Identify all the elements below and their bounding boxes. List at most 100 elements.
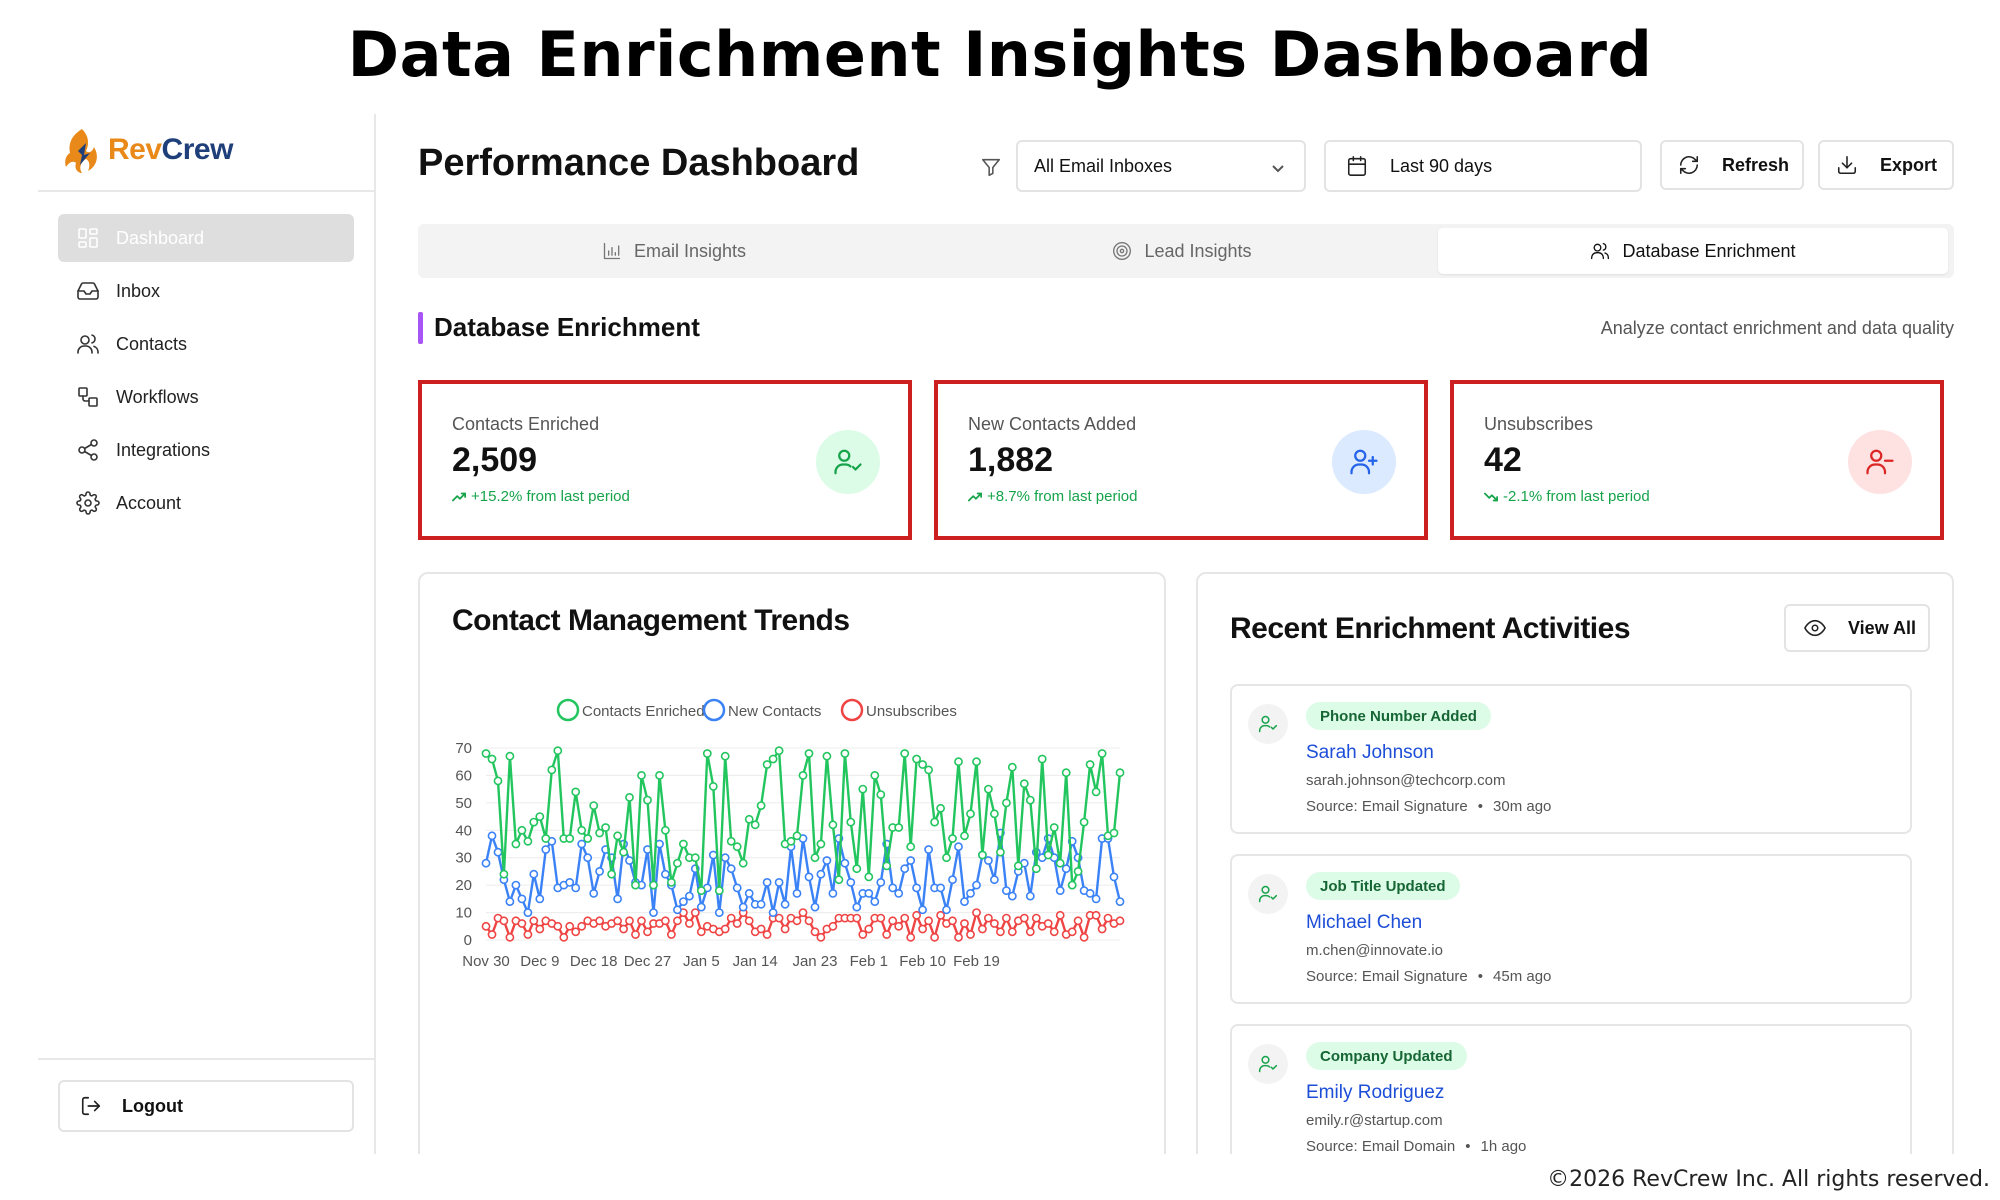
date-range-picker[interactable]: Last 90 days xyxy=(1324,140,1642,192)
y-tick-label: 50 xyxy=(455,795,472,812)
data-point xyxy=(738,858,748,868)
x-tick-label: Dec 18 xyxy=(570,953,618,970)
stat-trend: -2.1% from last period xyxy=(1484,488,1940,505)
tab-database-enrichment[interactable]: Database Enrichment xyxy=(1438,228,1948,274)
data-point xyxy=(1115,916,1125,926)
view-all-button[interactable]: View All xyxy=(1784,604,1930,652)
x-tick-label: Feb 19 xyxy=(953,953,1000,970)
data-point xyxy=(643,927,652,937)
activity-contact-name[interactable]: Emily Rodriguez xyxy=(1306,1082,1445,1103)
data-point xyxy=(792,916,802,926)
data-point xyxy=(1055,886,1065,895)
view-all-label: View All xyxy=(1848,617,1917,638)
section-accent-bar xyxy=(418,312,423,344)
activity-time: 45m ago xyxy=(1493,968,1552,985)
data-point xyxy=(660,869,670,879)
data-point xyxy=(720,853,730,863)
data-point xyxy=(774,913,784,923)
data-point xyxy=(1007,762,1017,772)
data-point xyxy=(583,853,593,863)
activity-avatar xyxy=(1248,704,1288,744)
sidebar-item-dashboard[interactable]: Dashboard xyxy=(58,214,354,262)
data-point xyxy=(942,905,951,915)
data-point xyxy=(774,877,784,887)
data-point xyxy=(547,765,557,775)
data-point xyxy=(954,932,963,942)
activity-contact-name[interactable]: Michael Chen xyxy=(1306,912,1423,933)
sidebar-item-integrations[interactable]: Integrations xyxy=(58,426,354,474)
data-point xyxy=(505,897,515,906)
data-point xyxy=(589,888,599,898)
activity-badge: Company Updated xyxy=(1306,1042,1467,1070)
data-point xyxy=(942,853,951,863)
sidebar-item-workflows[interactable]: Workflows xyxy=(58,373,354,421)
refresh-button[interactable]: Refresh xyxy=(1660,140,1804,190)
activity-contact-name[interactable]: Sarah Johnson xyxy=(1306,742,1434,763)
data-point xyxy=(912,910,921,920)
contacts-icon xyxy=(77,334,99,354)
data-point xyxy=(1055,910,1065,920)
filter-icon[interactable] xyxy=(980,156,1002,178)
legend-label: Contacts Enriched xyxy=(582,703,705,720)
data-point xyxy=(990,875,999,885)
sidebar-item-contacts[interactable]: Contacts xyxy=(58,320,354,368)
data-point xyxy=(625,916,634,926)
activity-item[interactable]: Company Updated Emily Rodriguez emily.r@… xyxy=(1230,1024,1912,1154)
stat-trend-text: +8.7% from last period xyxy=(987,488,1138,505)
activity-contact-email: sarah.johnson@techcorp.com xyxy=(1306,772,1506,789)
activity-item[interactable]: Job Title Updated Michael Chen m.chen@in… xyxy=(1230,854,1912,1004)
activity-meta: Source: Email Domain • 1h ago xyxy=(1306,1138,1526,1154)
tab-email-insights[interactable]: Email Insights xyxy=(422,228,926,274)
logo-text-rev: Rev xyxy=(108,133,162,166)
export-label: Export xyxy=(1880,154,1938,175)
data-point xyxy=(804,916,814,926)
download-icon xyxy=(1837,155,1857,175)
logout-icon xyxy=(81,1096,101,1116)
sidebar-item-inbox[interactable]: Inbox xyxy=(58,267,354,315)
logo[interactable]: RevCrew xyxy=(60,122,233,178)
banner-title: Data Enrichment Insights Dashboard xyxy=(347,18,1653,91)
sidebar-item-account[interactable]: Account xyxy=(58,479,354,527)
data-point xyxy=(936,803,945,813)
stat-trend: +15.2% from last period xyxy=(452,488,908,505)
stat-trend: +8.7% from last period xyxy=(968,488,1424,505)
tab-lead-insights[interactable]: Lead Insights xyxy=(930,228,1434,274)
data-point xyxy=(930,817,939,827)
data-point xyxy=(894,921,904,931)
sidebar-item-label: Inbox xyxy=(116,280,161,301)
data-point xyxy=(487,930,497,939)
data-point xyxy=(672,858,682,868)
data-point xyxy=(637,916,646,926)
user-plus-icon xyxy=(1350,449,1378,475)
data-point xyxy=(487,754,497,764)
data-point xyxy=(1019,913,1029,923)
inbox-select[interactable]: All Email Inboxes xyxy=(1016,140,1306,192)
y-tick-label: 70 xyxy=(455,740,472,757)
logout-label: Logout xyxy=(122,1095,183,1116)
legend-label: Unsubscribes xyxy=(866,703,957,720)
export-button[interactable]: Export xyxy=(1818,140,1954,190)
activities-card-title: Recent Enrichment Activities xyxy=(1230,612,1631,645)
data-point xyxy=(1007,891,1017,901)
data-point xyxy=(960,897,969,906)
data-point xyxy=(595,866,604,876)
data-point xyxy=(906,842,916,852)
legend-label: New Contacts xyxy=(728,703,821,720)
page-title: Performance Dashboard xyxy=(418,142,860,184)
activity-item[interactable]: Phone Number Added Sarah Johnson sarah.j… xyxy=(1230,684,1912,834)
tab-label: Database Enrichment xyxy=(1622,240,1796,261)
data-point xyxy=(535,924,545,934)
data-point xyxy=(565,834,575,843)
data-point xyxy=(493,776,503,786)
data-point xyxy=(517,894,527,904)
logout-button[interactable]: Logout xyxy=(58,1080,354,1132)
data-point xyxy=(577,921,587,931)
data-point xyxy=(918,905,927,915)
activity-time: 30m ago xyxy=(1493,798,1552,815)
app-window: RevCrew Dashboard Inbox Contacts Workflo… xyxy=(38,114,1974,1154)
stat-label: New Contacts Added xyxy=(968,414,1137,434)
data-point xyxy=(601,823,610,832)
chevron-down-icon xyxy=(1272,165,1284,173)
data-point xyxy=(840,749,850,758)
data-point xyxy=(637,771,646,780)
